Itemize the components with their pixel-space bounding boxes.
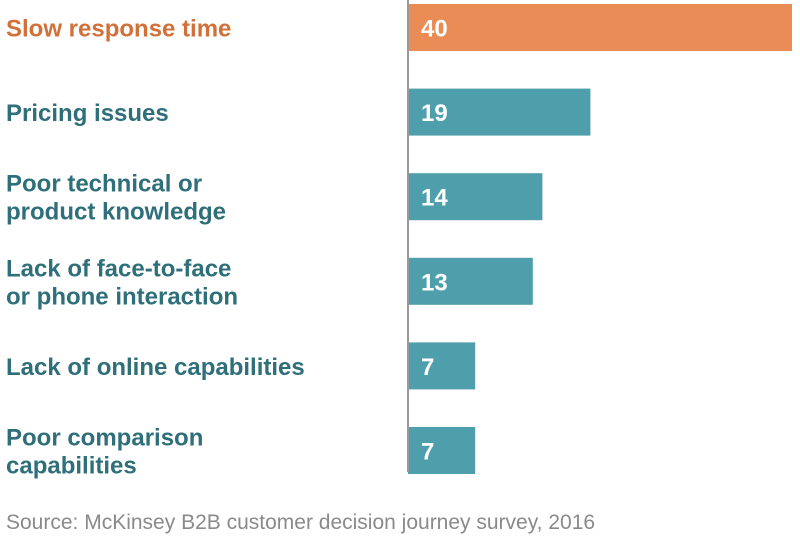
category-label-line: capabilities bbox=[6, 453, 137, 480]
bars-layer: 40 19 14 13 7 7 bbox=[408, 4, 792, 474]
category-label-line: Slow response time bbox=[6, 16, 231, 43]
category-label: Poor technical or product knowledge bbox=[6, 171, 226, 226]
bar-1 bbox=[408, 88, 591, 136]
bar-5 bbox=[408, 427, 476, 474]
bar-3 bbox=[408, 257, 533, 305]
category-label-line: Poor technical or bbox=[6, 171, 202, 198]
bar-4 bbox=[408, 342, 476, 390]
bar-value-label: 19 bbox=[421, 100, 448, 127]
source-note: Source: McKinsey B2B customer decision j… bbox=[6, 511, 596, 534]
bar-0 bbox=[408, 4, 792, 51]
bar-value-label: 7 bbox=[421, 354, 434, 381]
category-label: Slow response time bbox=[6, 16, 231, 43]
category-labels: Slow response time Pricing issues Poor tec… bbox=[6, 16, 305, 480]
category-label-line: or phone interaction bbox=[6, 283, 238, 310]
bar-value-label: 14 bbox=[421, 185, 448, 212]
category-label: Poor comparison capabilities bbox=[6, 425, 203, 480]
bar-value-label: 7 bbox=[421, 439, 434, 466]
category-label-line: Lack of face-to-face bbox=[6, 255, 231, 282]
bar-value-label: 40 bbox=[421, 16, 448, 43]
category-label: Lack of online capabilities bbox=[6, 354, 305, 381]
bar-2 bbox=[408, 173, 543, 221]
category-label: Pricing issues bbox=[6, 100, 169, 127]
category-label-line: Poor comparison bbox=[6, 425, 203, 452]
category-label-line: Lack of online capabilities bbox=[6, 354, 305, 381]
category-label-line: Pricing issues bbox=[6, 100, 169, 127]
category-label: Lack of face-to-face or phone interaction bbox=[6, 255, 238, 310]
bar-value-label: 13 bbox=[421, 269, 448, 296]
category-label-line: product knowledge bbox=[6, 199, 226, 226]
